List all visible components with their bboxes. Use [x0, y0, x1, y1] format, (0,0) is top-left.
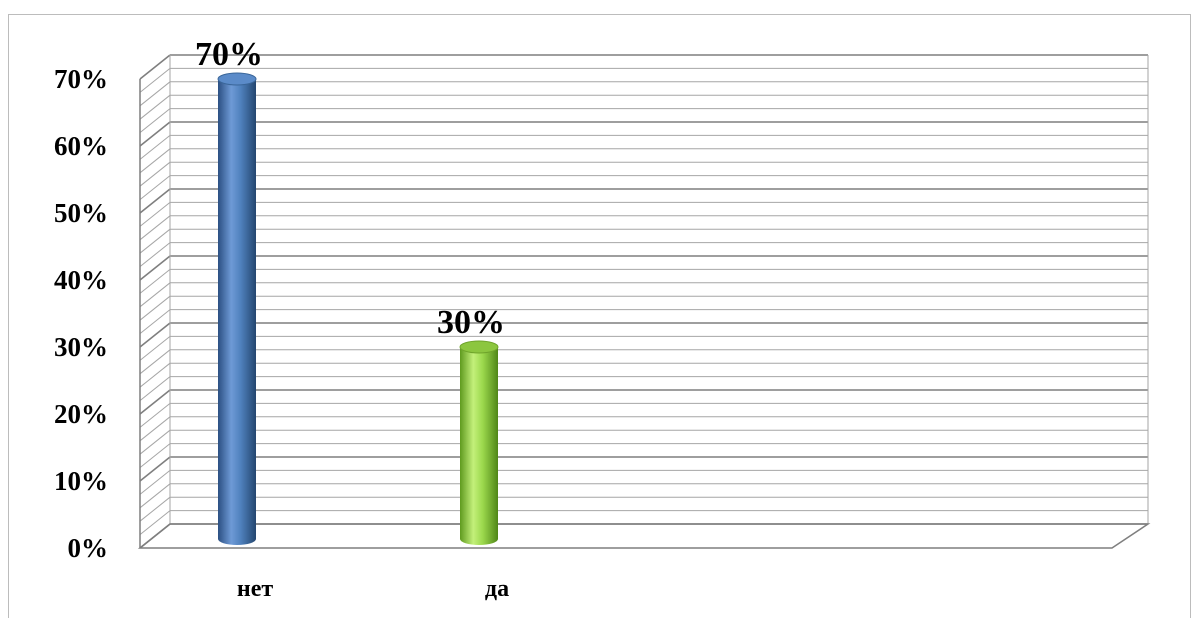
- side-wall-gridline: [139, 148, 171, 174]
- side-wall-gridline: [139, 81, 171, 107]
- side-wall-gridline: [139, 228, 171, 254]
- side-wall-gridline: [139, 443, 171, 468]
- x-tick-label: нет: [237, 576, 273, 602]
- side-wall-gridline: [139, 202, 171, 227]
- side-wall-gridline: [139, 135, 171, 160]
- side-wall-gridline: [139, 108, 171, 133]
- side-wall-gridline: [139, 496, 171, 522]
- bar-body: [460, 347, 498, 545]
- y-tick-label: 50%: [54, 198, 108, 228]
- bar-cap: [217, 72, 257, 86]
- side-wall-gridline: [139, 376, 171, 401]
- side-wall-gridline: [139, 68, 171, 93]
- side-wall-gridline: [139, 389, 171, 415]
- floor: [137, 523, 1151, 549]
- plot-walls: [137, 54, 1151, 549]
- side-wall-gridline: [139, 175, 171, 200]
- data-label: 70%: [195, 36, 263, 73]
- x-tick-label: да: [485, 576, 509, 602]
- y-axis: 0% 10% 20% 30% 40% 50% 60% 70%: [54, 64, 141, 563]
- side-wall-gridline: [139, 242, 171, 267]
- data-label: 30%: [437, 304, 505, 341]
- side-wall-gridline: [139, 188, 171, 214]
- side-wall-gridline: [139, 349, 171, 375]
- bar-body: [218, 79, 256, 545]
- y-tick-label: 0%: [68, 533, 109, 563]
- side-wall-gridline: [139, 510, 171, 535]
- side-wall-gridline: [139, 215, 171, 241]
- side-wall-gridline: [139, 456, 171, 482]
- y-tick-label: 70%: [54, 64, 108, 94]
- side-wall-gridline: [139, 54, 171, 80]
- side-wall-gridline: [139, 269, 171, 294]
- y-tick-label: 10%: [54, 466, 108, 496]
- y-tick-label: 20%: [54, 399, 108, 429]
- bar-cap: [459, 340, 499, 354]
- side-wall-gridline: [139, 322, 171, 348]
- side-wall-gridline: [139, 121, 171, 147]
- side-wall-gridline: [139, 336, 171, 361]
- side-wall-gridline: [139, 161, 171, 187]
- bars: 70% 30%: [195, 36, 505, 545]
- side-wall-gridline: [139, 255, 171, 281]
- side-wall-gridline: [139, 282, 171, 308]
- side-wall-gridline: [139, 295, 171, 321]
- x-axis: нет да: [237, 576, 509, 602]
- y-tick-label: 30%: [54, 332, 108, 362]
- chart-frame: [8, 14, 1191, 618]
- side-wall-gridline: [139, 470, 171, 495]
- side-wall-gridline: [139, 403, 171, 428]
- y-tick-label: 60%: [54, 131, 108, 161]
- side-wall-gridline: [139, 362, 171, 388]
- y-tick-label: 40%: [54, 265, 108, 295]
- side-wall-gridline: [139, 94, 171, 120]
- side-wall-gridline: [139, 483, 171, 509]
- bar-net: [217, 72, 257, 545]
- side-wall-gridline: [139, 429, 171, 455]
- side-wall-gridline: [139, 416, 171, 442]
- side-wall-gridline: [139, 309, 171, 334]
- bar-da: [459, 340, 499, 545]
